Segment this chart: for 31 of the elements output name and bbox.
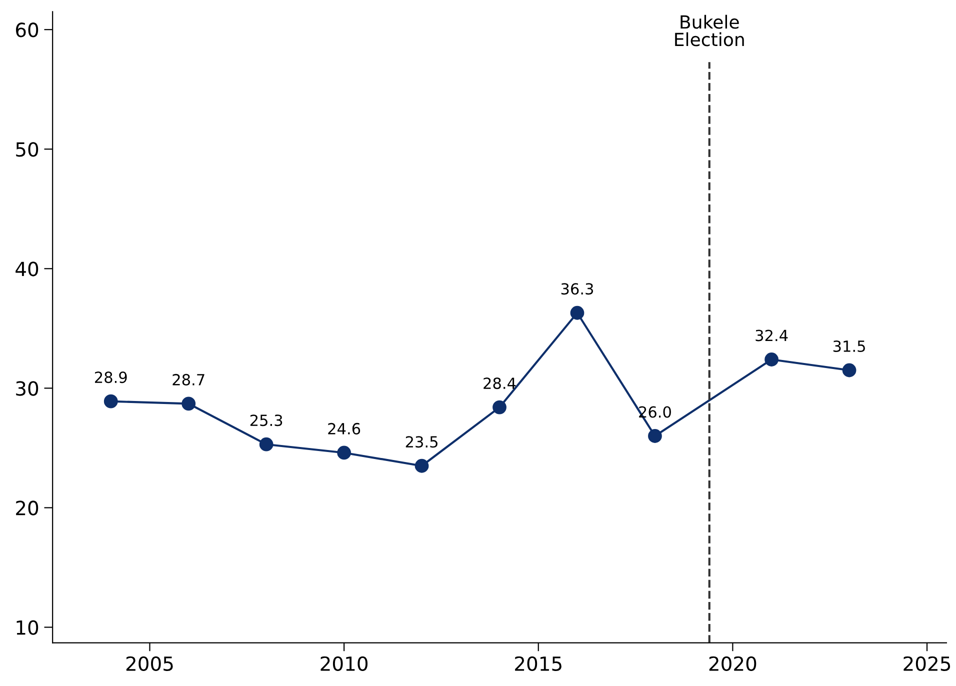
point bbox=[337, 446, 351, 460]
point bbox=[764, 352, 778, 366]
point bbox=[182, 396, 196, 411]
y-tick-label: 60 bbox=[16, 22, 38, 38]
x-tick-label: 2020 bbox=[709, 656, 756, 672]
ref-line-label: Bukele Election bbox=[675, 14, 744, 46]
y-tick-label: 10 bbox=[16, 620, 38, 635]
point bbox=[570, 306, 584, 320]
data-label: 28.4 bbox=[484, 378, 516, 390]
x-tick-label: 2010 bbox=[320, 656, 368, 672]
point bbox=[842, 363, 856, 378]
data-label: 32.4 bbox=[756, 330, 788, 342]
x-tick-label: 2005 bbox=[126, 656, 173, 672]
x-tick-label: 2025 bbox=[904, 656, 950, 672]
data-label: 23.5 bbox=[406, 436, 438, 448]
y-tick-label: 30 bbox=[16, 381, 38, 396]
data-label: 36.3 bbox=[561, 283, 594, 295]
data-label: 31.5 bbox=[833, 340, 865, 352]
y-tick-label: 50 bbox=[16, 142, 38, 157]
point bbox=[104, 394, 118, 408]
data-label: 28.9 bbox=[94, 372, 127, 384]
point bbox=[414, 458, 429, 473]
x-tick-label: 2015 bbox=[515, 656, 562, 672]
data-label: 25.3 bbox=[250, 414, 282, 426]
point bbox=[492, 400, 506, 414]
y-tick-label: 20 bbox=[16, 500, 38, 516]
data-label: 24.6 bbox=[328, 422, 360, 434]
y-tick-label: 40 bbox=[16, 262, 38, 276]
point bbox=[259, 437, 274, 452]
point bbox=[648, 429, 662, 443]
data-label: 28.7 bbox=[172, 374, 204, 386]
